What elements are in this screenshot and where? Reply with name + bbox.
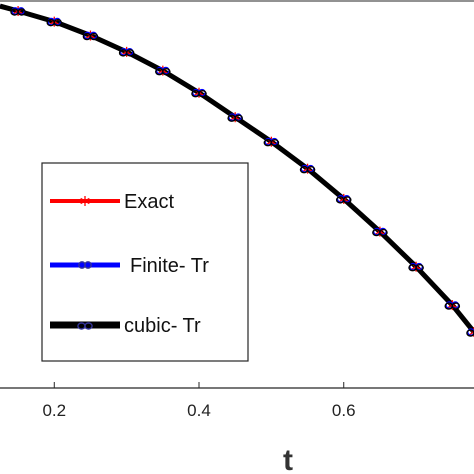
data-point-s3-7 [263,139,280,147]
legend-marker-2 [78,261,92,269]
loop-right [451,302,461,310]
legend-marker-3 [77,322,93,330]
data-point-s3-2 [82,32,99,41]
circle-ring [467,328,474,336]
legend-marker-1 [80,196,90,206]
data-point-s3-10 [372,228,388,237]
data-point-s3-4 [155,67,171,76]
data-point-s3-9 [335,196,352,204]
loop-right [415,263,424,272]
loop-right [89,32,99,41]
loop-right [125,49,135,57]
x-axis-title: t [283,444,293,474]
legend-label-3: cubic- Tr [124,315,201,337]
loop-right [270,139,280,147]
series-layer [0,3,474,338]
asterisk-stroke [469,331,474,336]
data-point-s3-5 [191,90,207,98]
legend-label-1: Exact [124,191,174,213]
loop-left [466,329,474,337]
asterisk-stroke [80,197,90,205]
loop-right [17,8,26,16]
loop-right [342,196,352,204]
loop-right [306,165,316,174]
data-point-s3-1 [46,18,63,27]
x-tick-label: 0.6 [332,401,356,420]
data-point-s3-0 [10,8,26,16]
data-point-s3-3 [118,49,135,57]
legend-label-2: Finite- Tr [130,255,209,277]
legend: Exact Finite- Tr cubic- Tr [41,162,249,362]
data-point-s3-11 [408,263,424,272]
loop-right [198,90,207,98]
x-ticks: 0.2 0.4 0.6 [42,382,356,420]
circle-ring [84,261,92,269]
x-tick-label: 0.2 [42,401,66,420]
data-point-s3-8 [299,165,316,174]
loop-right [234,114,243,122]
loop-right [53,18,63,27]
loop-right [84,322,93,330]
loop-right [162,67,171,76]
x-tick-label: 0.4 [187,401,211,420]
data-point-s3-6 [227,114,243,122]
data-point-s3-12 [444,302,461,310]
loop-right [379,228,388,237]
